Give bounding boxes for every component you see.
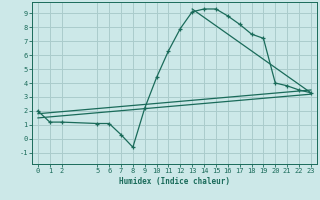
- X-axis label: Humidex (Indice chaleur): Humidex (Indice chaleur): [119, 177, 230, 186]
